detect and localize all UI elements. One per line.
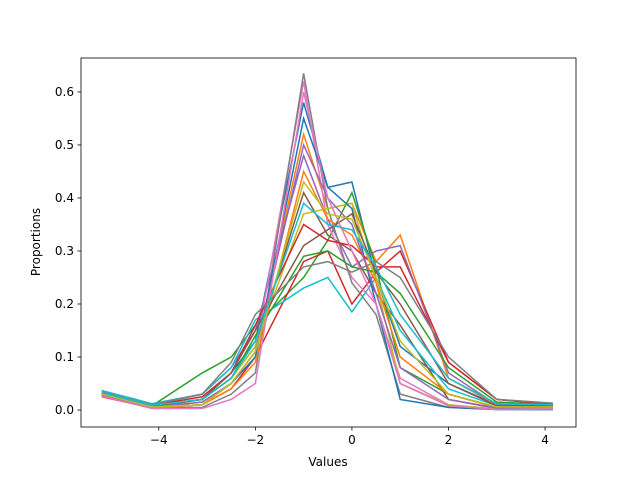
y-tick-label: 0.4: [55, 191, 74, 205]
data-line: [101, 212, 553, 407]
x-tick-label: 2: [445, 433, 453, 447]
y-tick-label: 0.2: [55, 297, 74, 311]
data-line: [101, 115, 553, 411]
data-line: [101, 201, 553, 407]
x-tick-label: 4: [541, 433, 549, 447]
data-line: [101, 91, 553, 411]
x-tick-label: −4: [150, 433, 168, 447]
plot-frame: [80, 57, 577, 428]
data-line: [101, 81, 553, 410]
data-line: [101, 275, 553, 407]
y-axis-label: Proportions: [29, 208, 43, 276]
x-axis-label: Values: [308, 455, 347, 469]
x-tick-label: −2: [246, 433, 264, 447]
data-line: [101, 249, 553, 409]
y-tick-label: 0.0: [55, 403, 74, 417]
y-tick-label: 0.3: [55, 244, 74, 258]
data-line: [101, 131, 553, 409]
data-line: [101, 250, 553, 408]
x-tick-label: 0: [348, 433, 356, 447]
data-line: [101, 260, 553, 406]
data-line: [101, 223, 553, 407]
y-tick-label: 0.5: [55, 138, 74, 152]
data-line: [101, 180, 553, 408]
y-tick-label: 0.6: [55, 85, 74, 99]
data-line: [101, 102, 553, 407]
y-tick-label: 0.1: [55, 350, 74, 364]
